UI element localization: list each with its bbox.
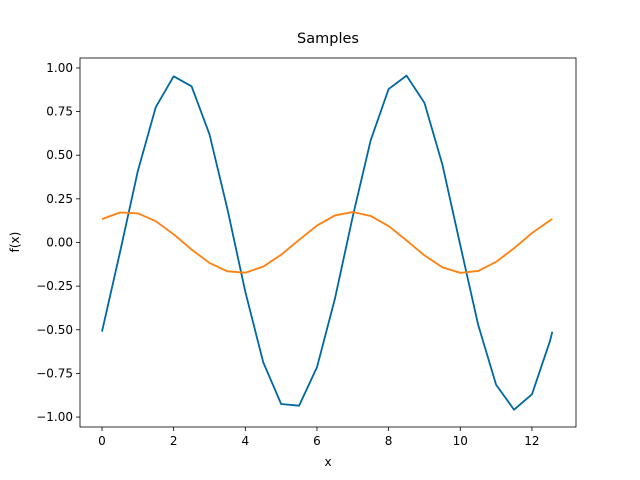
chart-title: Samples [297, 31, 359, 47]
y-tick-label: 0.50 [46, 148, 73, 162]
x-tick-label: 2 [170, 434, 178, 448]
y-axis-label: f(x) [8, 232, 22, 253]
x-tick-label: 4 [241, 434, 249, 448]
x-tick-label: 12 [524, 434, 539, 448]
plot-frame [79, 57, 577, 428]
series-line [101, 211, 553, 274]
y-tick-label: −1.00 [36, 410, 73, 424]
x-axis-label: x [324, 455, 331, 469]
y-tick-label: −0.25 [36, 279, 73, 293]
x-tick-label: 8 [385, 434, 393, 448]
y-tick-label: −0.50 [36, 323, 73, 337]
series-line [101, 74, 554, 411]
y-tick-label: 0.75 [46, 105, 73, 119]
x-tick-label: 6 [313, 434, 321, 448]
x-tick-label: 0 [98, 434, 106, 448]
y-tick-label: 0.25 [46, 192, 73, 206]
y-tick-label: −0.75 [36, 366, 73, 380]
y-tick-label: 0.00 [46, 236, 73, 250]
x-tick-label: 10 [453, 434, 468, 448]
y-tick-label: 1.00 [46, 61, 73, 75]
